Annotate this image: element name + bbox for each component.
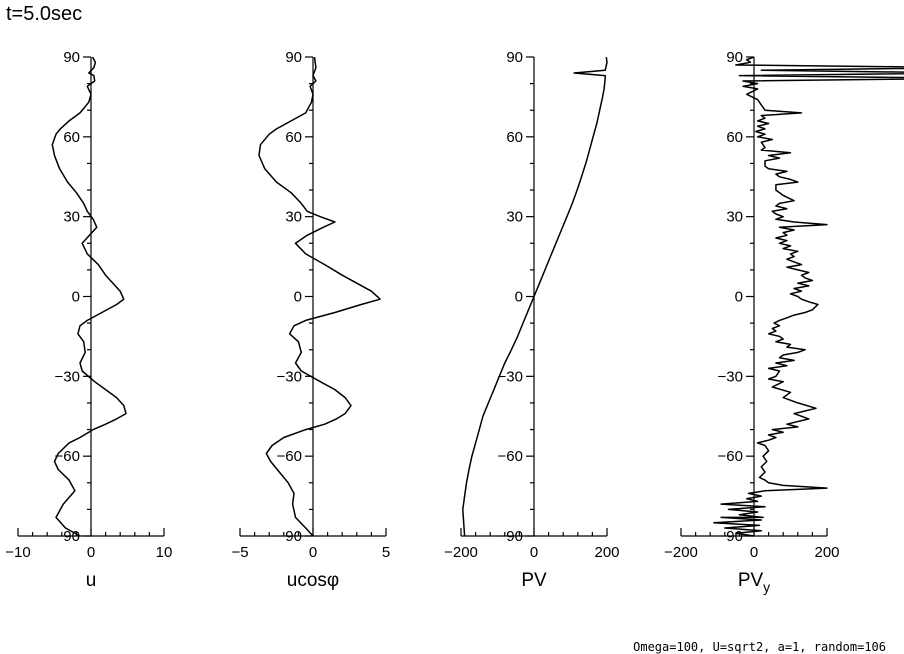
panel-1: 90 60 30 0 −30 −60 −90 −10 0 10 u xyxy=(5,49,172,591)
y-tick-label: 60 xyxy=(506,129,523,146)
panel-4: 90 60 30 0 −30 −60 −90 −200 0 200 PVy xyxy=(664,49,904,595)
y-tick-label: −90 xyxy=(55,528,80,545)
y-tick-label: 30 xyxy=(63,209,80,226)
y-tick-label: 90 xyxy=(63,49,80,66)
x-axis-title-subscript: y xyxy=(763,579,770,595)
y-tick-label: 60 xyxy=(63,129,80,146)
y-tick-label: −60 xyxy=(498,448,523,465)
y-tick-label: −90 xyxy=(718,528,743,545)
x-tick-label: 0 xyxy=(87,544,95,561)
y-tick-label: 0 xyxy=(72,289,80,306)
series-line xyxy=(51,56,127,537)
y-tick-label: 90 xyxy=(285,49,302,66)
x-tick-label: −200 xyxy=(664,544,698,561)
x-tick-label: 0 xyxy=(530,544,538,561)
y-tick-label: −30 xyxy=(277,368,302,385)
y-tick-label: −60 xyxy=(55,448,80,465)
series-line xyxy=(462,56,608,537)
y-tick-label: 0 xyxy=(515,289,523,306)
series-line xyxy=(258,56,381,537)
x-tick-label: 0 xyxy=(750,544,758,561)
y-tick-label: 60 xyxy=(285,129,302,146)
figure-title: t=5.0sec xyxy=(6,3,82,25)
y-tick-label: −30 xyxy=(55,368,80,385)
y-tick-label: 30 xyxy=(726,209,743,226)
y-tick-label: 30 xyxy=(506,209,523,226)
x-tick-label: 200 xyxy=(814,544,839,561)
x-tick-label: −5 xyxy=(231,544,248,561)
y-tick-label: 0 xyxy=(735,289,743,306)
panel-2: 90 60 30 0 −30 −60 −90 −5 0 5 ucosφ xyxy=(231,49,390,591)
x-tick-label: 10 xyxy=(156,544,173,561)
y-tick-label: −30 xyxy=(718,368,743,385)
y-tick-label: −90 xyxy=(277,528,302,545)
x-axis-title: u xyxy=(86,570,97,591)
y-tick-label: 90 xyxy=(506,49,523,66)
panel-3: 90 60 30 0 −30 −60 −90 −200 0 200 PV xyxy=(444,49,619,591)
y-tick-label: −90 xyxy=(498,528,523,545)
series-line xyxy=(713,56,904,537)
y-tick-label: −60 xyxy=(718,448,743,465)
x-axis-title: PVy xyxy=(738,570,770,595)
y-tick-label: −60 xyxy=(277,448,302,465)
x-axis-title: ucosφ xyxy=(287,570,339,591)
x-tick-label: −200 xyxy=(444,544,478,561)
parameter-footer: Omega=100, U=sqrt2, a=1, random=106 xyxy=(633,640,886,654)
y-tick-label: 90 xyxy=(726,49,743,66)
x-axis-title: PV xyxy=(521,570,547,591)
y-tick-label: 30 xyxy=(285,209,302,226)
y-tick-label: 0 xyxy=(294,289,302,306)
plot-panels: 90 60 30 0 −30 −60 −90 −10 0 10 u 90 60 30 0 −30 −60 −90 −… xyxy=(5,49,904,595)
x-tick-label: 5 xyxy=(382,544,390,561)
x-tick-label: 0 xyxy=(309,544,317,561)
y-tick-label: 60 xyxy=(726,129,743,146)
x-tick-label: −10 xyxy=(5,544,30,561)
x-tick-label: 200 xyxy=(594,544,619,561)
y-tick-label: −30 xyxy=(498,368,523,385)
